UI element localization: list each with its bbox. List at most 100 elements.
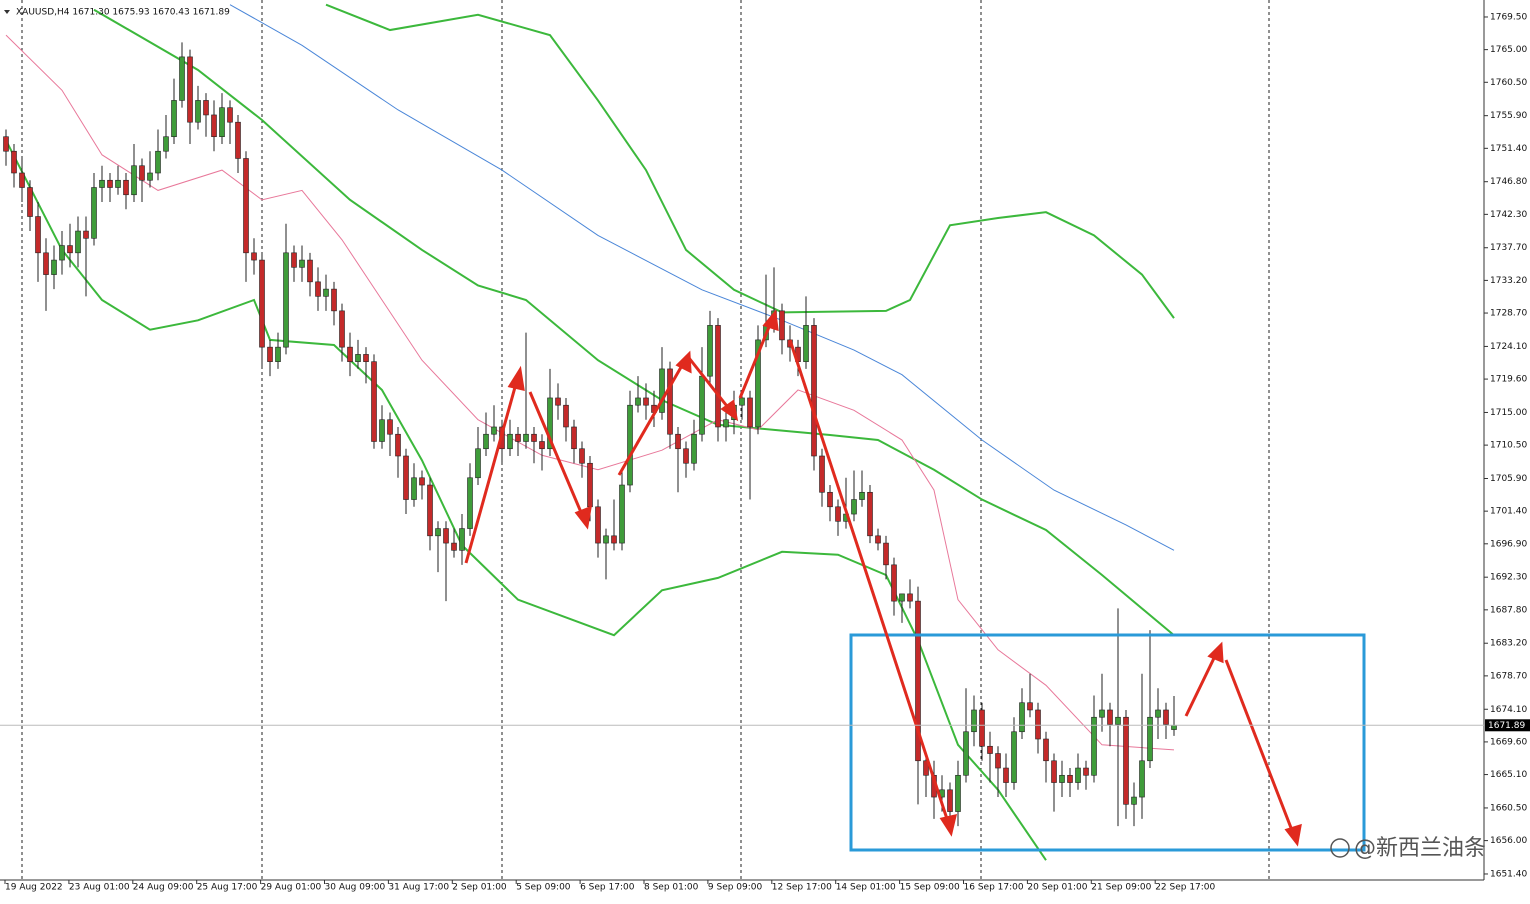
x-tick-label: 6 Sep 17:00 bbox=[580, 883, 635, 893]
candle-body bbox=[379, 419, 385, 442]
y-tick-label: 1733.20 bbox=[1490, 276, 1527, 286]
candle-body bbox=[155, 150, 161, 174]
arrow bbox=[1224, 659, 1295, 834]
arrow-head bbox=[720, 399, 739, 422]
arrow bbox=[528, 391, 585, 518]
candle-body bbox=[1067, 774, 1073, 783]
candle-body bbox=[435, 528, 441, 537]
candle-body bbox=[195, 100, 201, 123]
x-tick-label: 12 Sep 17:00 bbox=[772, 883, 832, 893]
candle-body bbox=[715, 325, 721, 428]
candle-body bbox=[307, 259, 313, 283]
candle-body bbox=[699, 375, 705, 435]
candle-body bbox=[899, 593, 905, 602]
watermark-icon bbox=[1330, 838, 1350, 858]
candle-body bbox=[1003, 767, 1009, 783]
candle-body bbox=[1083, 767, 1089, 776]
y-tick-label: 1760.50 bbox=[1490, 78, 1527, 88]
candle-body bbox=[259, 259, 265, 348]
candle-body bbox=[571, 426, 577, 450]
candle-body bbox=[35, 216, 41, 254]
candle-body bbox=[139, 165, 145, 181]
watermark: @新西兰油条 bbox=[1354, 836, 1486, 861]
candle-body bbox=[131, 165, 137, 196]
y-tick-label: 1669.60 bbox=[1490, 737, 1527, 747]
candle-body bbox=[819, 455, 825, 493]
candle-body bbox=[179, 56, 185, 101]
candle-body bbox=[19, 172, 25, 188]
x-tick-label: 29 Aug 01:00 bbox=[261, 883, 322, 893]
arrow bbox=[738, 321, 773, 399]
candle-body bbox=[171, 100, 177, 138]
candle-body bbox=[59, 245, 65, 261]
y-tick-label: 1715.00 bbox=[1490, 408, 1527, 418]
y-tick-label: 1687.80 bbox=[1490, 605, 1527, 615]
candle-body bbox=[643, 397, 649, 406]
candle-body bbox=[427, 484, 433, 537]
candle-body bbox=[1147, 716, 1153, 762]
candle-body bbox=[443, 528, 449, 544]
candle-body bbox=[963, 731, 969, 776]
y-tick-label: 1728.70 bbox=[1490, 309, 1527, 319]
y-tick-label: 1751.40 bbox=[1490, 144, 1527, 154]
candle-body bbox=[395, 433, 401, 457]
arrow-head bbox=[1207, 641, 1224, 664]
x-tick-label: 22 Sep 17:00 bbox=[1155, 883, 1215, 893]
x-tick-label: 20 Sep 01:00 bbox=[1027, 883, 1087, 893]
annotation-arrows bbox=[464, 309, 1302, 847]
candle-body bbox=[3, 136, 9, 152]
y-tick-label: 1765.00 bbox=[1490, 45, 1527, 55]
x-tick-label: 25 Aug 17:00 bbox=[197, 883, 258, 893]
candle-body bbox=[683, 448, 689, 464]
candle-body bbox=[1051, 760, 1057, 783]
x-tick-label: 31 Aug 17:00 bbox=[388, 883, 449, 893]
range-box bbox=[849, 633, 1366, 852]
candle-body bbox=[163, 136, 169, 152]
x-tick-label: 8 Sep 01:00 bbox=[644, 883, 699, 893]
candle-body bbox=[451, 542, 457, 551]
candle-body bbox=[531, 433, 537, 442]
y-tick-label: 1769.50 bbox=[1490, 12, 1527, 22]
y-tick-label: 1705.90 bbox=[1490, 474, 1527, 484]
candle-body bbox=[555, 397, 561, 406]
y-tick-label: 1665.10 bbox=[1490, 770, 1527, 780]
current-price-box bbox=[1485, 719, 1530, 732]
arrow-head bbox=[675, 350, 692, 374]
x-tick-label: 9 Sep 09:00 bbox=[708, 883, 763, 893]
arrow-head bbox=[507, 365, 525, 391]
candle-body bbox=[947, 789, 953, 812]
candle-body bbox=[91, 187, 97, 239]
candle-body bbox=[811, 325, 817, 457]
y-tick-label: 1746.80 bbox=[1490, 177, 1527, 187]
candle-body bbox=[1155, 709, 1161, 718]
arrow-head bbox=[1284, 823, 1302, 847]
arrow bbox=[687, 357, 732, 411]
candle-body bbox=[419, 477, 425, 486]
candle-body bbox=[987, 745, 993, 754]
candle-body bbox=[507, 433, 513, 450]
candle-body bbox=[187, 56, 193, 123]
x-tick-label: 21 Sep 09:00 bbox=[1091, 883, 1151, 893]
y-tick-label: 1651.40 bbox=[1490, 869, 1527, 879]
candle-body bbox=[867, 491, 873, 537]
chart-title: XAUUSD,H4 1671.30 1675.93 1670.43 1671.8… bbox=[16, 8, 230, 18]
candle-body bbox=[475, 448, 481, 479]
candle-body bbox=[299, 259, 305, 268]
candle-body bbox=[611, 535, 617, 544]
candle-body bbox=[691, 433, 697, 464]
y-tick-label: 1696.90 bbox=[1490, 539, 1527, 549]
candle-body bbox=[275, 346, 281, 362]
candle-body bbox=[339, 310, 345, 348]
candle-body bbox=[83, 230, 89, 239]
arrow bbox=[617, 361, 686, 476]
candle-body bbox=[67, 245, 73, 254]
candle-body bbox=[467, 477, 473, 529]
candle-body bbox=[723, 419, 729, 428]
candle-body bbox=[211, 114, 217, 138]
candle-body bbox=[755, 339, 761, 428]
candle-body bbox=[51, 259, 57, 275]
candle-body bbox=[235, 121, 241, 159]
candle-body bbox=[251, 252, 257, 261]
candle-body bbox=[971, 709, 977, 733]
